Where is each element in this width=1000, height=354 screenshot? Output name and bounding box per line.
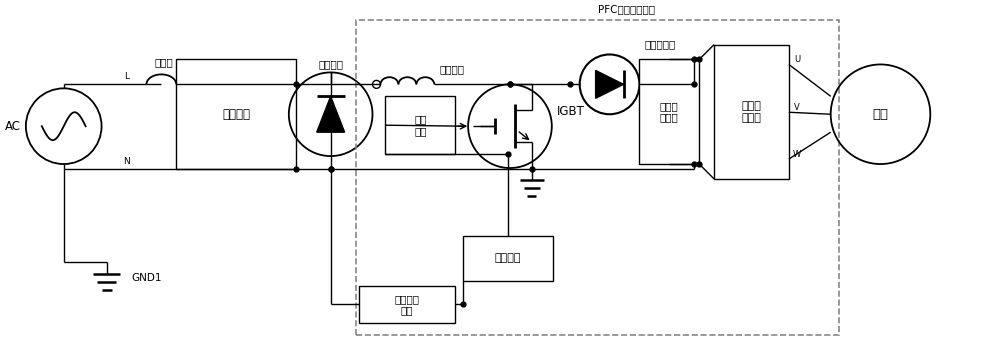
Text: 电解电
容模块: 电解电 容模块 [660,101,679,122]
Bar [356,19,839,335]
Text: 电压保护
模块: 电压保护 模块 [394,294,419,315]
Bar [359,286,455,324]
Text: 整流电路: 整流电路 [318,59,343,69]
Bar [463,236,553,281]
Bar [639,59,699,164]
Text: 整流二极管: 整流二极管 [644,40,676,50]
Text: U: U [794,55,800,64]
Bar [714,45,789,179]
Text: 保险丝: 保险丝 [155,57,174,68]
Text: GND1: GND1 [131,273,162,282]
Text: 电感单元: 电感单元 [439,64,464,74]
Text: 主控模块: 主控模块 [495,253,521,263]
Bar [385,96,455,154]
Text: L: L [124,72,129,81]
Bar [176,59,296,169]
Text: IGBT: IGBT [557,105,585,118]
Text: 驱动
模块: 驱动 模块 [414,114,427,136]
Polygon shape [317,96,345,132]
Text: V: V [794,103,800,112]
Text: PFC过流保护电路: PFC过流保护电路 [598,5,655,15]
Text: 滤波电路: 滤波电路 [222,108,250,121]
Text: 电机: 电机 [873,108,889,121]
Text: AC: AC [5,120,21,133]
Text: N: N [123,156,130,166]
Text: W: W [793,150,801,159]
Text: 负载驱
动模块: 负载驱 动模块 [742,101,761,122]
Polygon shape [596,70,624,98]
